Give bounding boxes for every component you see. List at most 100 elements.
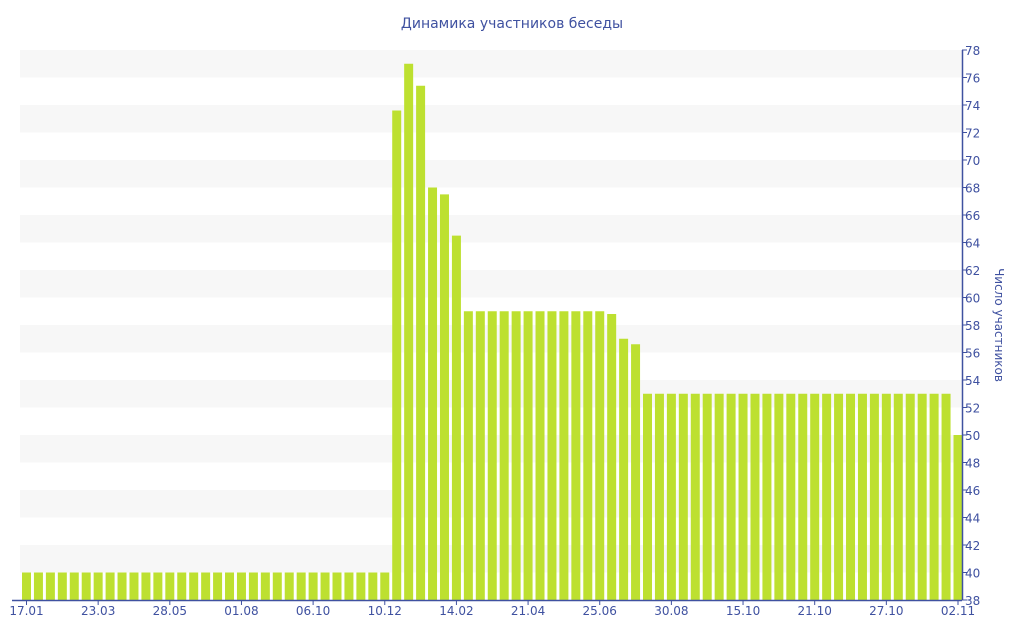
y-tick-label: 70 — [965, 154, 980, 168]
bar — [857, 393, 867, 600]
x-tick-label: 27.10 — [869, 604, 903, 618]
bar — [356, 572, 366, 600]
bar — [905, 393, 915, 600]
bar — [33, 572, 43, 600]
bar — [404, 63, 414, 600]
y-tick-label: 68 — [965, 182, 980, 196]
x-tick-label: 01.08 — [224, 604, 258, 618]
grid-band — [20, 105, 962, 133]
x-tick-label: 15.10 — [726, 604, 760, 618]
bar — [93, 572, 103, 600]
bar — [213, 572, 223, 600]
x-tick-label: 14.02 — [439, 604, 473, 618]
bar — [690, 393, 700, 600]
y-tick-label: 60 — [965, 292, 980, 306]
bar — [929, 393, 939, 600]
bar — [463, 311, 473, 600]
bar — [380, 572, 390, 600]
bar — [69, 572, 79, 600]
bar — [846, 393, 856, 600]
bar — [368, 572, 378, 600]
bar — [535, 311, 545, 600]
bar — [499, 311, 509, 600]
bar — [332, 572, 342, 600]
bar — [559, 311, 569, 600]
x-tick-label: 30.08 — [654, 604, 688, 618]
bar — [439, 194, 449, 600]
bar — [547, 311, 557, 600]
bar — [141, 572, 151, 600]
bar — [511, 311, 521, 600]
bar — [416, 85, 426, 600]
bar — [654, 393, 664, 600]
bar — [22, 572, 31, 600]
y-tick-label: 52 — [965, 402, 980, 416]
bar — [869, 393, 879, 600]
bar — [774, 393, 784, 600]
y-tick-label: 76 — [965, 72, 980, 86]
bar — [189, 572, 199, 600]
bar — [487, 311, 497, 600]
bar — [105, 572, 115, 600]
x-tick-label: 10.12 — [368, 604, 402, 618]
bar — [666, 393, 676, 600]
chart-title: Динамика участников беседы — [401, 16, 623, 32]
bar — [451, 235, 461, 600]
bar — [714, 393, 724, 600]
y-tick-label: 50 — [965, 429, 980, 443]
bar — [917, 393, 927, 600]
bar — [392, 110, 402, 600]
x-tick-label: 17.01 — [9, 604, 43, 618]
bar — [953, 435, 963, 600]
bar — [881, 393, 891, 600]
bar — [81, 572, 91, 600]
bar — [607, 314, 617, 600]
bar — [117, 572, 127, 600]
bar — [272, 572, 282, 600]
y-tick-label: 74 — [965, 99, 980, 113]
bar — [248, 572, 258, 600]
bar — [177, 572, 187, 600]
bar — [57, 572, 67, 600]
x-tick-label: 28.05 — [153, 604, 187, 618]
bar — [165, 572, 175, 600]
bar — [893, 393, 903, 600]
y-tick-label: 78 — [965, 44, 980, 58]
bar — [571, 311, 581, 600]
bar — [428, 187, 438, 600]
bar — [786, 393, 796, 600]
y-tick-label: 44 — [965, 512, 980, 526]
bar — [726, 393, 736, 600]
x-tick-label: 23.03 — [81, 604, 115, 618]
bar — [798, 393, 808, 600]
y-tick-label: 54 — [965, 374, 980, 388]
bar — [201, 572, 211, 600]
x-tick-label: 21.04 — [511, 604, 545, 618]
bar — [129, 572, 139, 600]
bar — [750, 393, 760, 600]
y-tick-label: 42 — [965, 539, 980, 553]
grid-band — [20, 160, 962, 188]
x-tick-label: 25.06 — [583, 604, 617, 618]
bar — [236, 572, 246, 600]
y-tick-label: 66 — [965, 209, 980, 223]
grid-band — [20, 270, 962, 298]
bar — [834, 393, 844, 600]
bar — [284, 572, 294, 600]
bar — [260, 572, 270, 600]
x-tick-label: 02.11 — [941, 604, 975, 618]
bar — [308, 572, 318, 600]
y-tick-label: 46 — [965, 484, 980, 498]
y-tick-label: 72 — [965, 127, 980, 141]
bar — [941, 393, 951, 600]
bar — [225, 572, 235, 600]
bar — [296, 572, 306, 600]
bar — [738, 393, 748, 600]
bar — [702, 393, 712, 600]
bar — [523, 311, 533, 600]
bar — [762, 393, 772, 600]
bar — [631, 344, 641, 600]
x-tick-label: 06.10 — [296, 604, 330, 618]
y-tick-label: 62 — [965, 264, 980, 278]
